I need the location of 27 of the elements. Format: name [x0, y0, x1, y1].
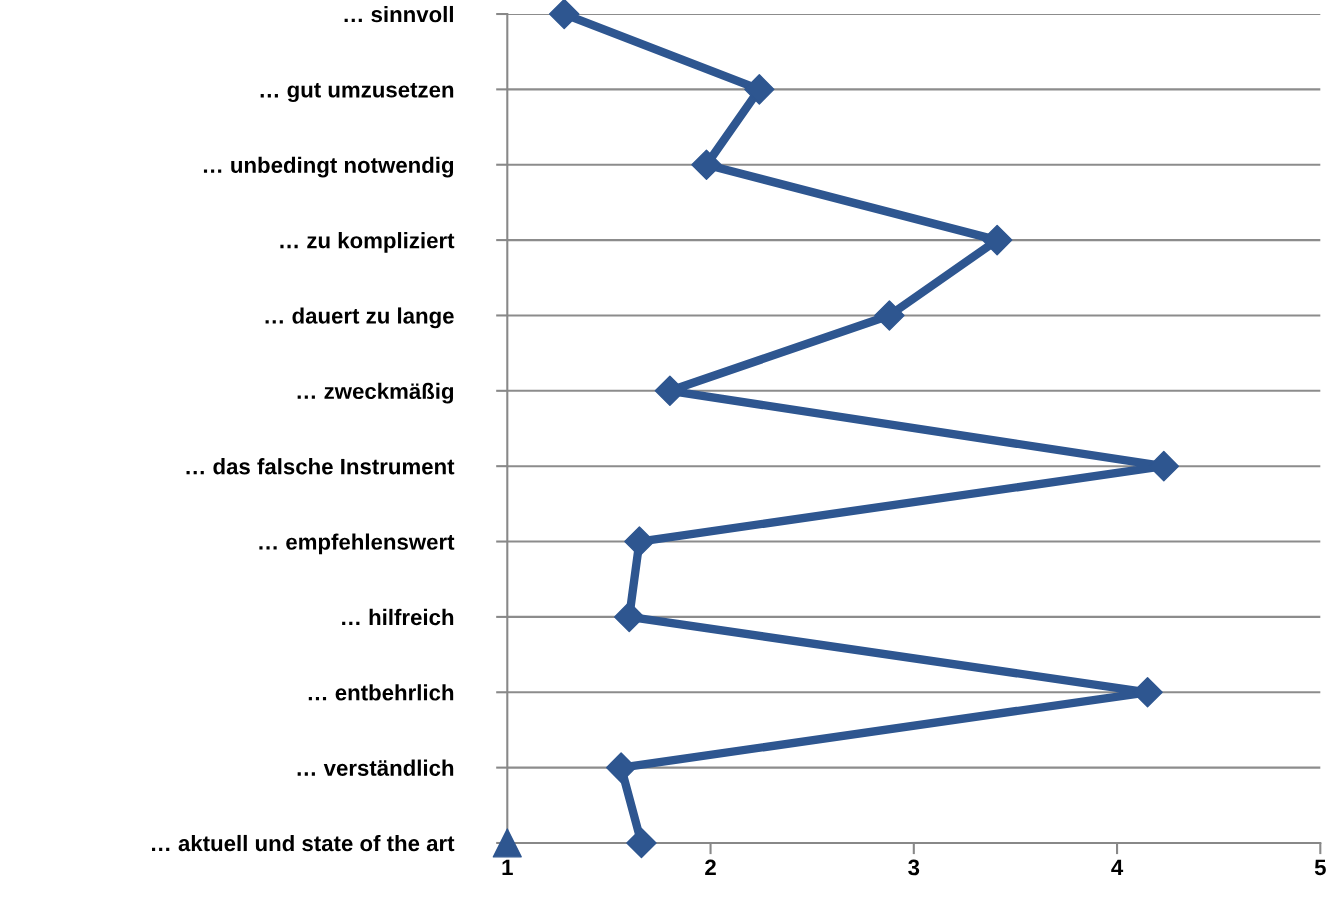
y-tick-label: … empfehlenswert [259, 533, 455, 555]
x-tick-label: 5 [1314, 859, 1326, 876]
point [744, 74, 775, 105]
x-tick-label: 3 [908, 859, 920, 876]
y-tick-label: … dauert zu lange [265, 307, 454, 329]
y-tick-label: … zweckmäßig [297, 382, 454, 404]
point [691, 149, 722, 180]
x-tick-label: 1 [502, 859, 513, 876]
point [981, 224, 1013, 256]
y-tick-label: … entbehrlich [308, 684, 454, 701]
y-tick-label: … verständlich [297, 759, 454, 776]
point [492, 828, 522, 858]
y-tick-label: … unbedingt notwendig [203, 156, 454, 178]
x-tick-label: 2 [705, 859, 716, 876]
point [613, 601, 645, 633]
x-tick-label: 4 [1111, 859, 1124, 876]
point [874, 300, 905, 331]
point [624, 526, 655, 557]
point [626, 827, 657, 859]
y-tick-label: … sinnvoll [344, 5, 453, 23]
y-tick-label: … zu kompliziert [280, 232, 455, 253]
point [548, 0, 580, 30]
y-tick-label: … hilfreich [342, 608, 454, 626]
point [605, 752, 637, 783]
y-tick-label: … gut umzusetzen [260, 82, 454, 103]
y-tick-label: … das falsche Instrument [186, 458, 455, 475]
y-tick-label: … aktuell und state of the art [152, 834, 455, 852]
